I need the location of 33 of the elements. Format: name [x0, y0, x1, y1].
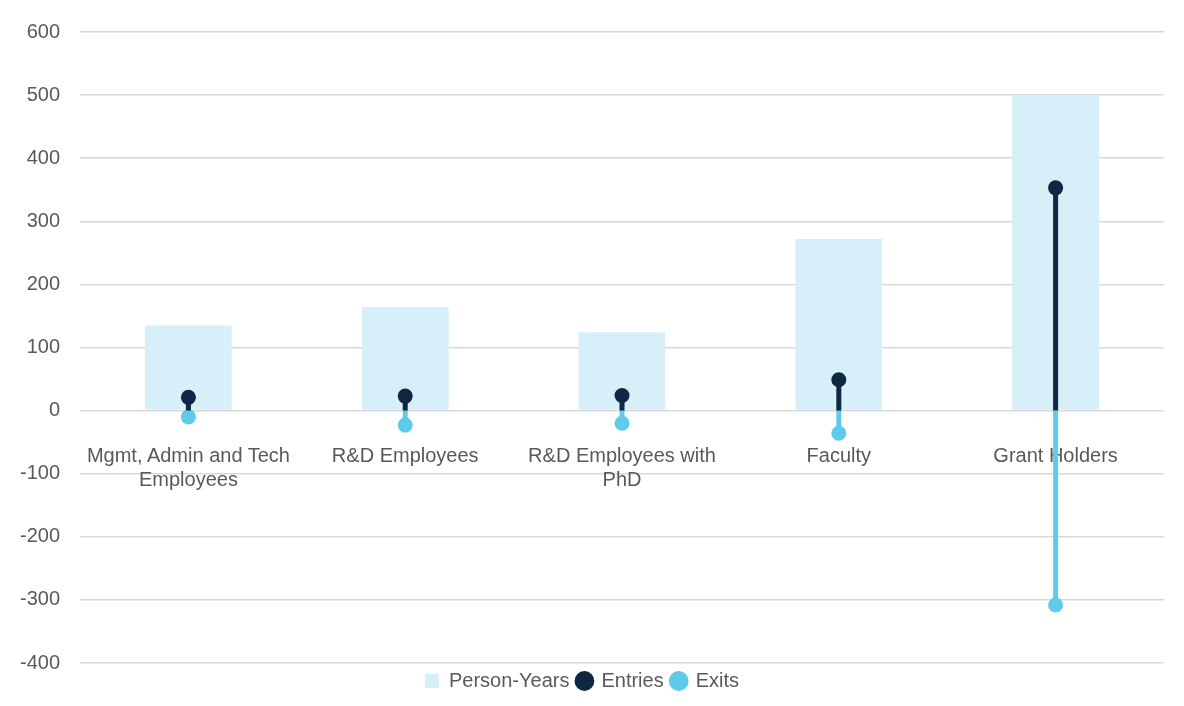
- bar: [795, 238, 883, 410]
- y-tick-label: 600: [26, 19, 61, 42]
- point: [1048, 180, 1064, 196]
- x-tick-label: Faculty: [806, 444, 872, 467]
- bar: [145, 325, 232, 410]
- bar: [578, 332, 666, 410]
- y-tick-label: -100: [20, 461, 61, 484]
- bar: [361, 307, 449, 410]
- y-tick-label: 500: [26, 82, 61, 105]
- point: [397, 388, 413, 404]
- point: [180, 389, 196, 405]
- y-tick-label: -200: [20, 524, 61, 547]
- bar: [1012, 95, 1099, 410]
- legend-label: Entries: [601, 668, 664, 691]
- legend-label: Exits: [695, 668, 740, 691]
- y-tick-label: 100: [26, 335, 61, 358]
- point: [614, 415, 630, 431]
- y-tick-label: 0: [48, 398, 61, 421]
- point: [831, 372, 847, 388]
- x-tick-label: R&D Employees with PhD: [528, 444, 716, 491]
- y-tick-label: 300: [26, 208, 61, 231]
- point: [180, 409, 196, 425]
- point: [831, 425, 847, 441]
- y-tick-label: -300: [20, 587, 61, 610]
- x-tick-label: R&D Employees: [331, 444, 479, 467]
- legend-label: Person-Years: [448, 668, 570, 691]
- point: [397, 417, 413, 433]
- point: [614, 387, 630, 403]
- y-tick-label: 400: [26, 145, 61, 168]
- x-tick-label: Mgmt, Admin and Tech Employees: [86, 444, 290, 491]
- y-tick-label: -400: [20, 650, 61, 673]
- point: [1048, 597, 1064, 613]
- y-tick-label: 200: [26, 271, 61, 294]
